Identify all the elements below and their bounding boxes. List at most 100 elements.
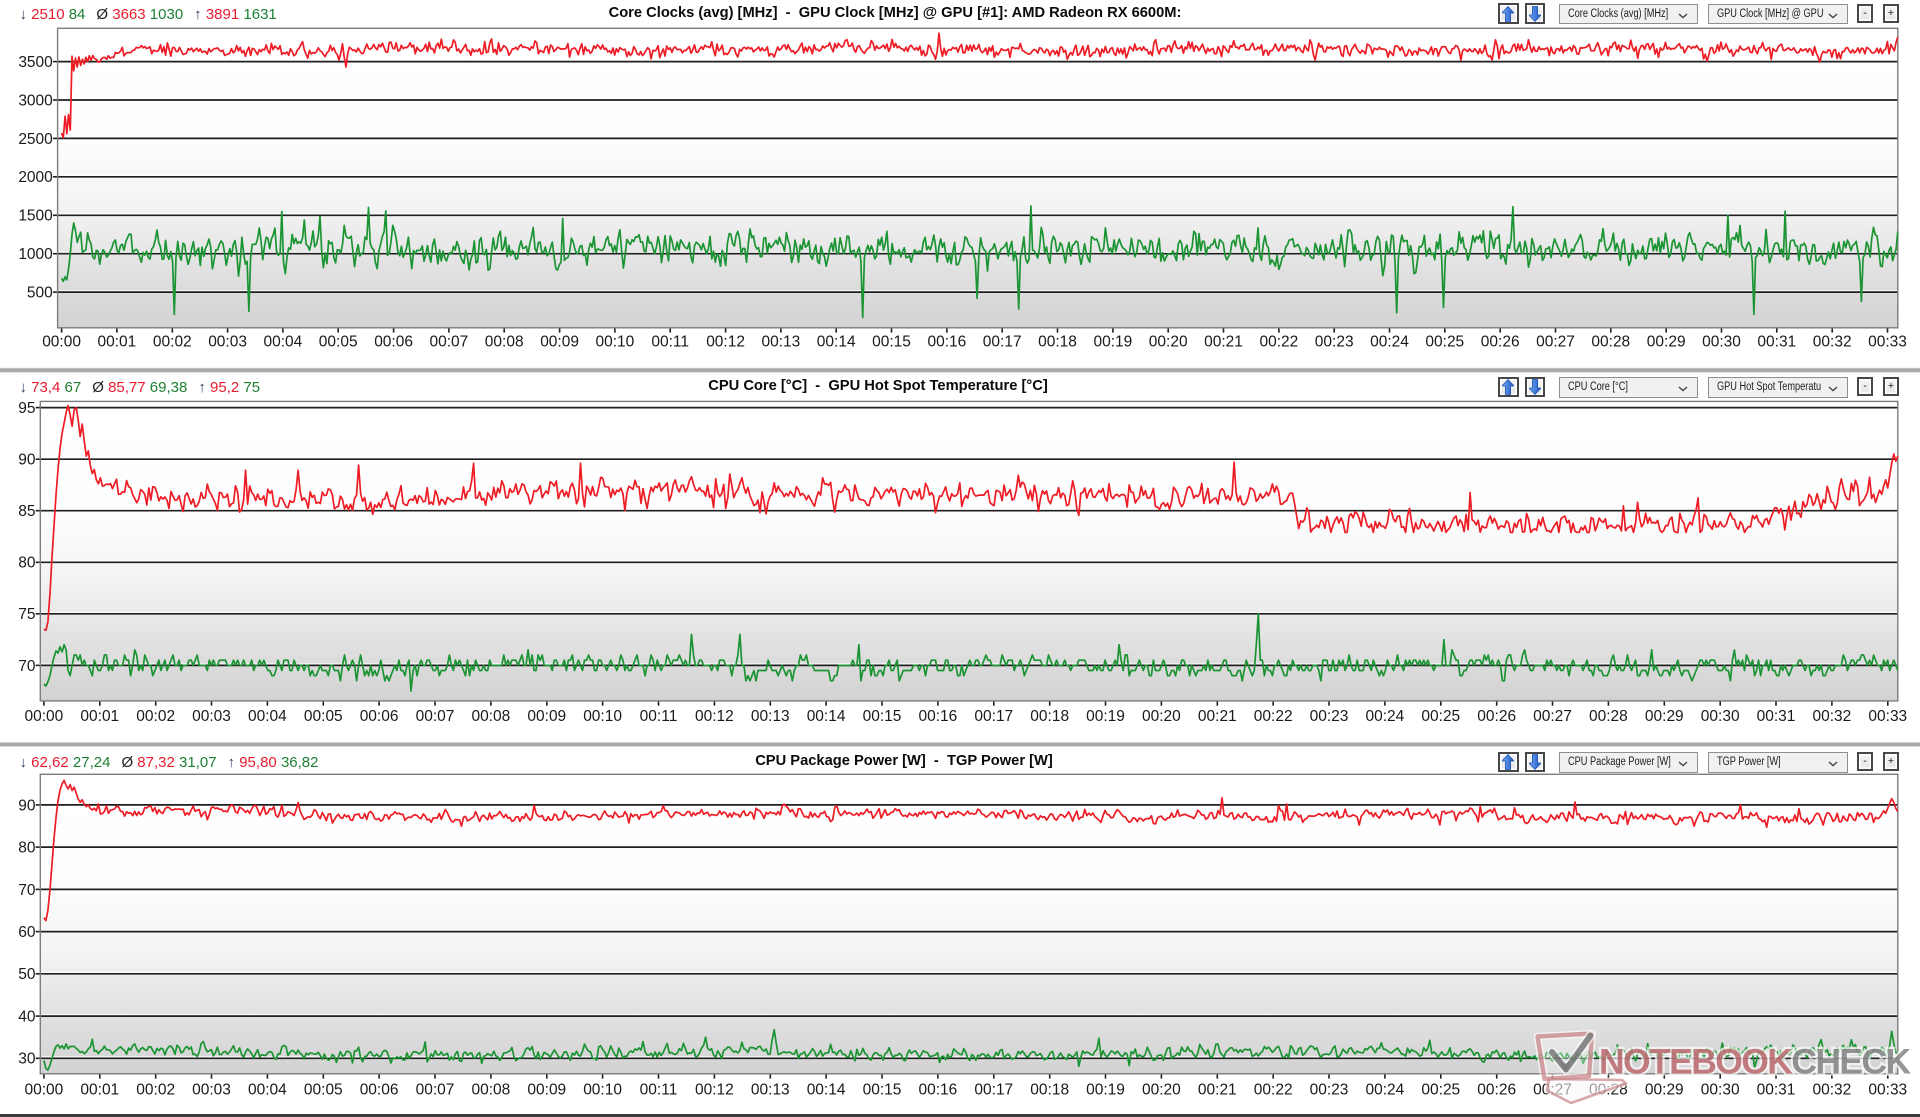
svg-text:00:30: 00:30 bbox=[1701, 708, 1740, 725]
svg-text:00:28: 00:28 bbox=[1589, 1081, 1628, 1098]
svg-text:00:24: 00:24 bbox=[1370, 333, 1409, 350]
svg-text:00:05: 00:05 bbox=[319, 333, 358, 350]
svg-text:00:10: 00:10 bbox=[583, 708, 622, 725]
svg-text:00:26: 00:26 bbox=[1477, 708, 1516, 725]
svg-text:00:27: 00:27 bbox=[1533, 708, 1572, 725]
svg-text:00:00: 00:00 bbox=[42, 333, 81, 350]
svg-text:00:25: 00:25 bbox=[1421, 1081, 1460, 1098]
svg-text:00:33: 00:33 bbox=[1868, 708, 1907, 725]
svg-text:00:29: 00:29 bbox=[1647, 333, 1686, 350]
svg-text:00:16: 00:16 bbox=[919, 708, 958, 725]
svg-text:00:22: 00:22 bbox=[1254, 1081, 1293, 1098]
svg-text:00:23: 00:23 bbox=[1315, 333, 1354, 350]
svg-text:00:15: 00:15 bbox=[872, 333, 911, 350]
svg-text:70: 70 bbox=[18, 658, 36, 675]
svg-text:00:03: 00:03 bbox=[192, 708, 231, 725]
svg-text:00:02: 00:02 bbox=[136, 1081, 175, 1098]
svg-text:00:02: 00:02 bbox=[136, 708, 175, 725]
svg-text:00:10: 00:10 bbox=[583, 1081, 622, 1098]
svg-text:00:31: 00:31 bbox=[1757, 708, 1796, 725]
svg-text:00:22: 00:22 bbox=[1260, 333, 1299, 350]
svg-text:00:21: 00:21 bbox=[1204, 333, 1243, 350]
svg-text:00:17: 00:17 bbox=[974, 708, 1013, 725]
svg-text:00:19: 00:19 bbox=[1086, 708, 1125, 725]
svg-text:00:08: 00:08 bbox=[485, 333, 524, 350]
svg-text:40: 40 bbox=[18, 1009, 36, 1026]
svg-text:00:23: 00:23 bbox=[1310, 1081, 1349, 1098]
svg-text:00:13: 00:13 bbox=[762, 333, 801, 350]
svg-text:00:18: 00:18 bbox=[1030, 708, 1069, 725]
svg-text:00:05: 00:05 bbox=[304, 708, 343, 725]
svg-text:00:06: 00:06 bbox=[360, 1081, 399, 1098]
svg-text:00:04: 00:04 bbox=[248, 708, 287, 725]
svg-text:00:10: 00:10 bbox=[596, 333, 635, 350]
svg-text:00:11: 00:11 bbox=[640, 1081, 678, 1098]
svg-text:00:13: 00:13 bbox=[751, 1081, 790, 1098]
svg-text:00:14: 00:14 bbox=[807, 1081, 846, 1098]
svg-text:00:26: 00:26 bbox=[1477, 1081, 1516, 1098]
svg-text:00:21: 00:21 bbox=[1198, 708, 1237, 725]
svg-text:00:06: 00:06 bbox=[374, 333, 413, 350]
svg-text:00:17: 00:17 bbox=[983, 333, 1022, 350]
svg-text:00:15: 00:15 bbox=[863, 708, 902, 725]
svg-text:30: 30 bbox=[18, 1051, 36, 1068]
svg-text:00:03: 00:03 bbox=[208, 333, 247, 350]
svg-text:00:32: 00:32 bbox=[1813, 708, 1852, 725]
svg-text:1500: 1500 bbox=[18, 208, 53, 225]
svg-text:00:32: 00:32 bbox=[1813, 1081, 1852, 1098]
svg-text:75: 75 bbox=[18, 606, 35, 623]
svg-text:00:14: 00:14 bbox=[807, 708, 846, 725]
svg-text:00:01: 00:01 bbox=[98, 333, 137, 350]
svg-text:00:30: 00:30 bbox=[1702, 333, 1741, 350]
svg-text:2500: 2500 bbox=[18, 131, 53, 148]
svg-text:00:20: 00:20 bbox=[1149, 333, 1188, 350]
svg-text:00:20: 00:20 bbox=[1142, 1081, 1181, 1098]
svg-text:00:00: 00:00 bbox=[25, 1081, 64, 1098]
svg-text:3500: 3500 bbox=[18, 54, 53, 71]
svg-text:00:24: 00:24 bbox=[1366, 1081, 1405, 1098]
svg-text:00:16: 00:16 bbox=[919, 1081, 958, 1098]
svg-text:00:09: 00:09 bbox=[527, 708, 566, 725]
svg-text:00:26: 00:26 bbox=[1481, 333, 1520, 350]
svg-text:00:20: 00:20 bbox=[1142, 708, 1181, 725]
svg-text:00:30: 00:30 bbox=[1701, 1081, 1740, 1098]
svg-text:00:12: 00:12 bbox=[706, 333, 745, 350]
svg-text:00:12: 00:12 bbox=[695, 1081, 734, 1098]
svg-text:00:07: 00:07 bbox=[430, 333, 469, 350]
svg-text:00:22: 00:22 bbox=[1254, 708, 1293, 725]
svg-text:00:01: 00:01 bbox=[80, 708, 119, 725]
svg-text:00:15: 00:15 bbox=[863, 1081, 902, 1098]
svg-text:3000: 3000 bbox=[18, 92, 53, 109]
svg-text:85: 85 bbox=[18, 503, 35, 520]
svg-text:00:33: 00:33 bbox=[1868, 1081, 1907, 1098]
svg-text:00:08: 00:08 bbox=[472, 708, 511, 725]
svg-text:00:25: 00:25 bbox=[1425, 333, 1464, 350]
svg-text:95: 95 bbox=[18, 400, 35, 417]
svg-text:00:12: 00:12 bbox=[695, 708, 734, 725]
svg-text:00:31: 00:31 bbox=[1757, 1081, 1796, 1098]
svg-text:60: 60 bbox=[18, 924, 36, 941]
svg-text:00:09: 00:09 bbox=[527, 1081, 566, 1098]
svg-text:00:23: 00:23 bbox=[1310, 708, 1349, 725]
svg-text:90: 90 bbox=[18, 797, 36, 814]
svg-text:00:28: 00:28 bbox=[1591, 333, 1630, 350]
svg-text:00:03: 00:03 bbox=[192, 1081, 231, 1098]
svg-text:00:32: 00:32 bbox=[1813, 333, 1852, 350]
svg-text:00:08: 00:08 bbox=[472, 1081, 511, 1098]
svg-text:00:16: 00:16 bbox=[928, 333, 967, 350]
svg-text:2000: 2000 bbox=[18, 169, 53, 186]
svg-text:00:14: 00:14 bbox=[817, 333, 856, 350]
svg-text:00:00: 00:00 bbox=[25, 708, 64, 725]
svg-text:00:31: 00:31 bbox=[1757, 333, 1796, 350]
svg-text:00:17: 00:17 bbox=[974, 1081, 1013, 1098]
svg-text:00:21: 00:21 bbox=[1198, 1081, 1237, 1098]
svg-text:00:27: 00:27 bbox=[1536, 333, 1575, 350]
svg-text:00:29: 00:29 bbox=[1645, 1081, 1684, 1098]
svg-text:00:11: 00:11 bbox=[651, 333, 689, 350]
svg-text:80: 80 bbox=[18, 555, 36, 572]
svg-text:00:27: 00:27 bbox=[1533, 1081, 1572, 1098]
svg-text:80: 80 bbox=[18, 840, 36, 857]
svg-text:00:02: 00:02 bbox=[153, 333, 192, 350]
svg-text:00:07: 00:07 bbox=[416, 708, 455, 725]
svg-text:00:04: 00:04 bbox=[264, 333, 303, 350]
